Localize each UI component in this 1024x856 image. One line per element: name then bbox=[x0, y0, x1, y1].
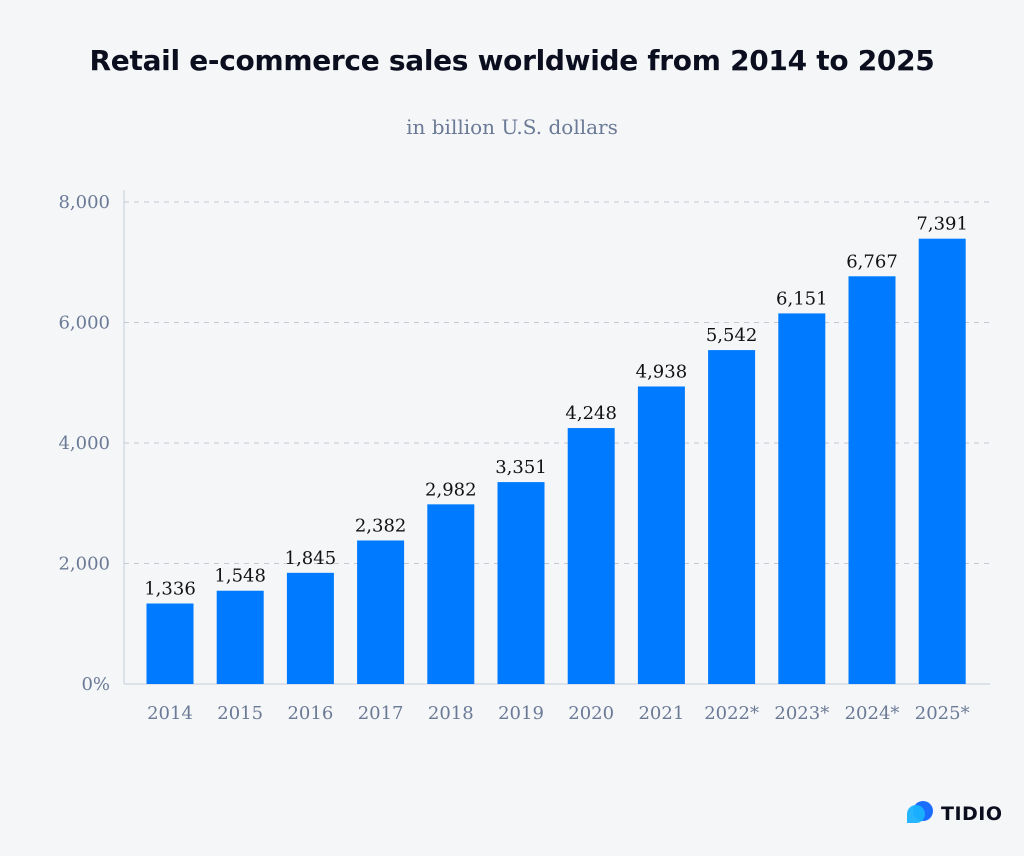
bar bbox=[848, 276, 896, 684]
y-tick-label: 0% bbox=[81, 674, 110, 695]
data-label: 2,382 bbox=[355, 515, 407, 536]
x-tick-label: 2023* bbox=[774, 703, 829, 724]
bar bbox=[357, 540, 405, 684]
data-label: 1,845 bbox=[285, 548, 337, 569]
y-tick-label: 2,000 bbox=[58, 554, 110, 575]
logo-text: TIDIO bbox=[941, 803, 1003, 825]
data-label: 6,767 bbox=[846, 251, 898, 272]
data-label: 5,542 bbox=[706, 325, 758, 346]
x-tick-label: 2021 bbox=[638, 703, 684, 724]
x-tick-label: 2018 bbox=[428, 703, 474, 724]
bar bbox=[497, 482, 545, 684]
x-tick-label: 2016 bbox=[287, 703, 333, 724]
x-tick-label: 2020 bbox=[568, 703, 614, 724]
x-tick-label: 2019 bbox=[498, 703, 544, 724]
x-tick-label: 2015 bbox=[217, 703, 263, 724]
x-tick-label: 2022* bbox=[704, 703, 759, 724]
tidio-logo: TIDIO bbox=[905, 800, 1003, 828]
y-tick-label: 4,000 bbox=[58, 433, 110, 454]
data-label: 2,982 bbox=[425, 479, 477, 500]
bar bbox=[216, 590, 264, 684]
chart-title: Retail e-commerce sales worldwide from 2… bbox=[89, 44, 935, 77]
chart-subtitle: in billion U.S. dollars bbox=[406, 115, 618, 139]
bar-chart: 0% 2,000 4,000 6,000 8,000 1,336 2014 1,548 2015… bbox=[58, 190, 990, 724]
x-tick-label: 2025* bbox=[915, 703, 970, 724]
bar bbox=[567, 428, 615, 684]
data-label: 6,151 bbox=[776, 288, 828, 309]
data-label: 4,938 bbox=[636, 361, 688, 382]
chat-bubbles-icon bbox=[907, 801, 933, 823]
data-label: 7,391 bbox=[916, 214, 968, 235]
bar bbox=[637, 386, 685, 684]
y-tick-label: 6,000 bbox=[58, 313, 110, 334]
bar bbox=[778, 313, 826, 684]
data-label: 4,248 bbox=[565, 403, 617, 424]
x-tick-label: 2014 bbox=[147, 703, 193, 724]
data-label: 1,336 bbox=[144, 579, 196, 600]
data-label: 1,548 bbox=[214, 566, 266, 587]
bar bbox=[918, 238, 966, 684]
bar bbox=[146, 603, 194, 684]
x-tick-label: 2024* bbox=[845, 703, 900, 724]
bar bbox=[708, 350, 756, 684]
bar bbox=[286, 572, 334, 684]
y-tick-label: 8,000 bbox=[58, 192, 110, 213]
x-tick-label: 2017 bbox=[358, 703, 404, 724]
data-label: 3,351 bbox=[495, 457, 547, 478]
bar bbox=[427, 504, 475, 684]
